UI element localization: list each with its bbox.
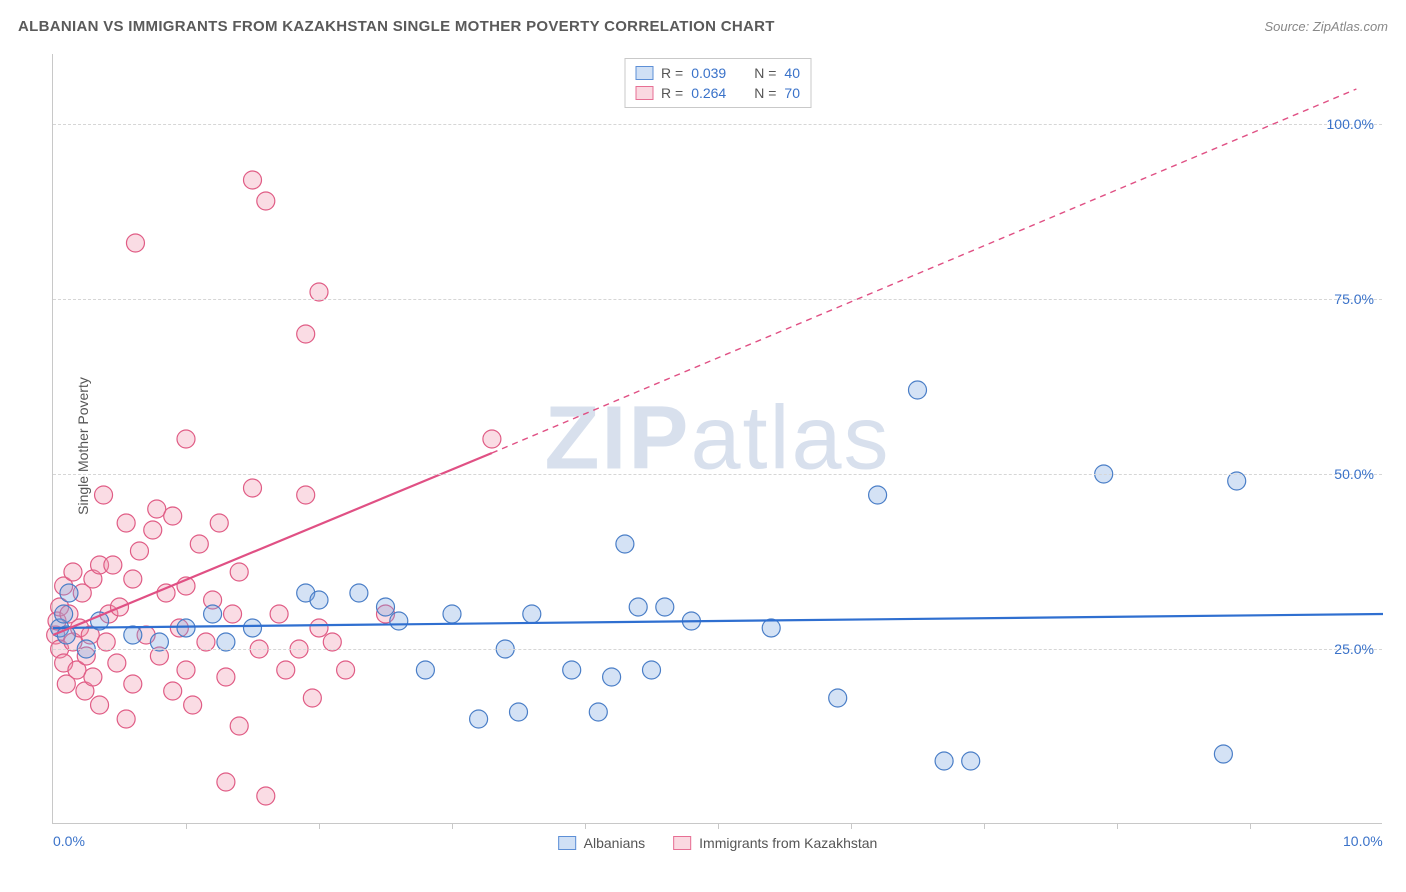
y-tick-label: 50.0% [1334,466,1374,482]
gridline [53,474,1382,475]
x-tick-mark [186,823,187,829]
plot-area: ZIPatlas R = 0.039 N = 40 R = 0.264 N = … [52,54,1382,824]
y-tick-label: 100.0% [1327,116,1374,132]
series-label-pink: Immigrants from Kazakhstan [699,835,877,851]
source-label: Source: ZipAtlas.com [1264,19,1388,34]
chart-svg [53,54,1382,823]
gridline [53,649,1382,650]
swatch-blue-icon [558,836,576,850]
swatch-pink-icon [673,836,691,850]
x-tick-mark [585,823,586,829]
x-tick-mark [1117,823,1118,829]
x-tick-mark [984,823,985,829]
y-tick-label: 25.0% [1334,641,1374,657]
y-tick-label: 75.0% [1334,291,1374,307]
x-tick-mark [718,823,719,829]
legend-item-pink: Immigrants from Kazakhstan [673,835,877,851]
x-tick-label: 0.0% [53,833,85,849]
x-tick-mark [319,823,320,829]
series-label-blue: Albanians [584,835,646,851]
x-tick-mark [452,823,453,829]
legend-item-blue: Albanians [558,835,646,851]
gridline [53,299,1382,300]
x-tick-mark [851,823,852,829]
legend-series: Albanians Immigrants from Kazakhstan [558,835,878,851]
x-tick-mark [1250,823,1251,829]
chart-title: ALBANIAN VS IMMIGRANTS FROM KAZAKHSTAN S… [18,18,775,35]
gridline [53,124,1382,125]
x-tick-label: 10.0% [1343,833,1383,849]
